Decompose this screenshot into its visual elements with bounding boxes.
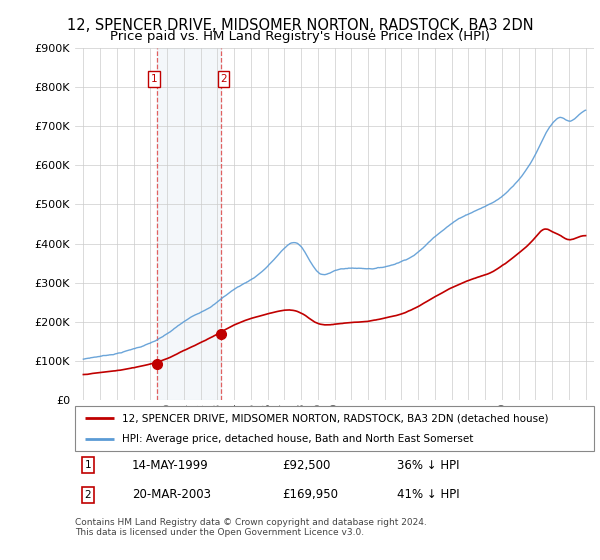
Bar bbox=[157, 48, 221, 400]
Text: 20-MAR-2003: 20-MAR-2003 bbox=[132, 488, 211, 501]
Text: 1: 1 bbox=[85, 460, 91, 470]
Text: 12, SPENCER DRIVE, MIDSOMER NORTON, RADSTOCK, BA3 2DN (detached house): 12, SPENCER DRIVE, MIDSOMER NORTON, RADS… bbox=[122, 413, 548, 423]
Text: 2: 2 bbox=[220, 74, 227, 84]
Text: 12, SPENCER DRIVE, MIDSOMER NORTON, RADSTOCK, BA3 2DN: 12, SPENCER DRIVE, MIDSOMER NORTON, RADS… bbox=[67, 18, 533, 33]
Text: Contains HM Land Registry data © Crown copyright and database right 2024.
This d: Contains HM Land Registry data © Crown c… bbox=[75, 518, 427, 538]
Text: HPI: Average price, detached house, Bath and North East Somerset: HPI: Average price, detached house, Bath… bbox=[122, 433, 473, 444]
Text: £92,500: £92,500 bbox=[283, 459, 331, 472]
Text: £169,950: £169,950 bbox=[283, 488, 338, 501]
Text: Price paid vs. HM Land Registry's House Price Index (HPI): Price paid vs. HM Land Registry's House … bbox=[110, 30, 490, 43]
FancyBboxPatch shape bbox=[75, 406, 594, 451]
Text: 41% ↓ HPI: 41% ↓ HPI bbox=[397, 488, 460, 501]
Text: 14-MAY-1999: 14-MAY-1999 bbox=[132, 459, 209, 472]
Text: 1: 1 bbox=[151, 74, 157, 84]
Text: 2: 2 bbox=[85, 490, 91, 500]
Text: 36% ↓ HPI: 36% ↓ HPI bbox=[397, 459, 459, 472]
